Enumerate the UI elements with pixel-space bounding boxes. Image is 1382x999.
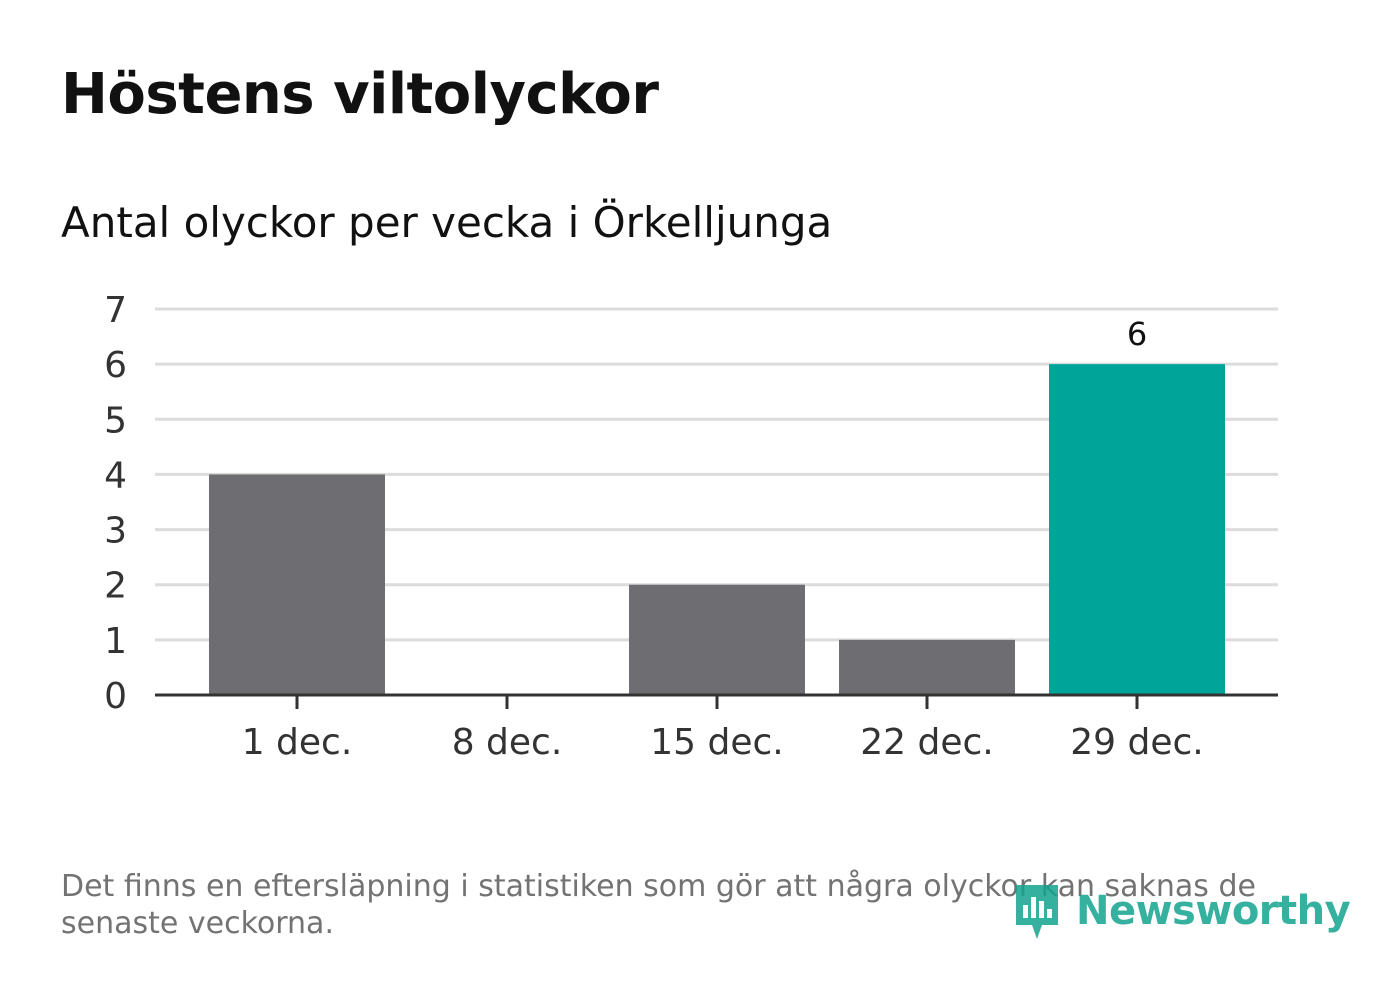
y-tick-label: 4	[104, 455, 127, 496]
tick-labels: 0 1 2 3 4 5 6 7 1 dec. 8 dec. 15 dec. 22 dec. 29 dec…	[104, 290, 1204, 763]
x-tick-label: 29 dec.	[1070, 722, 1204, 763]
chart-title: Höstens viltolyckor	[61, 62, 659, 127]
y-tick-label: 5	[104, 400, 127, 441]
x-tick-label: 1 dec.	[242, 722, 353, 763]
y-tick-label: 0	[104, 676, 127, 717]
bar	[839, 639, 1015, 695]
y-tick-label: 1	[104, 621, 127, 662]
y-tick-label: 7	[104, 290, 127, 331]
x-tick-label: 15 dec.	[650, 722, 784, 763]
newsworthy-logo-icon	[1016, 885, 1058, 939]
x-tick-label: 8 dec.	[452, 722, 563, 763]
x-axis	[155, 693, 1278, 709]
x-tick-label: 22 dec.	[860, 722, 994, 763]
newsworthy-logo: Newsworthy	[1012, 880, 1351, 942]
chart-subtitle: Antal olyckor per vecka i Örkelljunga	[61, 198, 833, 247]
y-tick-label: 2	[104, 566, 127, 607]
bar	[1049, 364, 1225, 695]
logo-text: Newsworthy	[1076, 888, 1351, 934]
bar	[209, 474, 385, 695]
data-label: 6	[1127, 315, 1147, 353]
bar	[629, 584, 805, 695]
y-tick-label: 3	[104, 511, 127, 552]
bars	[209, 364, 1225, 695]
y-tick-label: 6	[104, 345, 127, 386]
